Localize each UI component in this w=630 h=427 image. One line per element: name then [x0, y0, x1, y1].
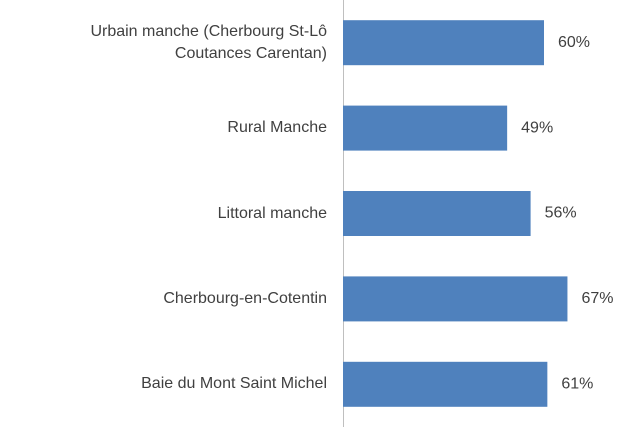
bar: [343, 20, 544, 66]
bar: [343, 105, 508, 151]
bar: [343, 191, 531, 236]
category-label: Urbain manche (Cherbourg St-Lô Coutances…: [90, 22, 327, 62]
category-label: Littoral manche: [217, 204, 327, 222]
value-label: 49%: [521, 119, 553, 136]
value-label: 67%: [581, 290, 613, 307]
category-label: Rural Manche: [227, 119, 327, 137]
value-label: 61%: [561, 376, 593, 393]
value-label: 56%: [545, 205, 577, 222]
bar: [343, 361, 548, 407]
value-label: 60%: [558, 34, 590, 51]
category-label: Cherbourg-en-Cotentin: [163, 289, 327, 307]
bar: [343, 276, 568, 322]
category-label: Baie du Mont Saint Michel: [141, 375, 327, 393]
